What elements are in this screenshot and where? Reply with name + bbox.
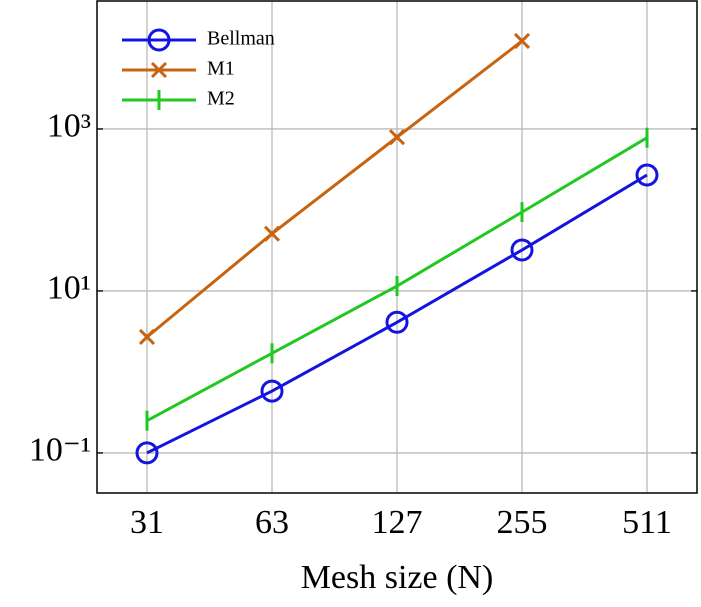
marker bbox=[510, 238, 534, 262]
marker bbox=[150, 61, 168, 79]
x-tick-label: 31 bbox=[130, 504, 164, 541]
marker bbox=[263, 225, 281, 242]
marker bbox=[138, 328, 156, 346]
marker bbox=[260, 379, 284, 403]
y-tick-label: 10⁻¹ bbox=[29, 432, 91, 469]
marker bbox=[147, 28, 171, 52]
x-tick-label: 511 bbox=[622, 504, 672, 541]
legend-label: M2 bbox=[207, 88, 235, 110]
legend-label: M1 bbox=[207, 58, 235, 80]
x-tick-label: 63 bbox=[255, 504, 289, 541]
marker bbox=[385, 310, 409, 334]
y-tick-label: 10³ bbox=[47, 108, 91, 145]
y-tick-label: 10¹ bbox=[47, 270, 91, 307]
legend-label: Bellman bbox=[207, 28, 275, 50]
x-axis-label: Mesh size (N) bbox=[301, 559, 494, 596]
series-line bbox=[146, 173, 648, 455]
marker bbox=[388, 129, 406, 146]
x-tick-label: 255 bbox=[497, 504, 548, 541]
marker bbox=[635, 163, 659, 187]
series-line bbox=[146, 39, 523, 339]
marker bbox=[135, 441, 159, 465]
x-tick-label: 127 bbox=[372, 504, 423, 541]
marker bbox=[513, 32, 531, 50]
plot-frame bbox=[96, 0, 698, 494]
